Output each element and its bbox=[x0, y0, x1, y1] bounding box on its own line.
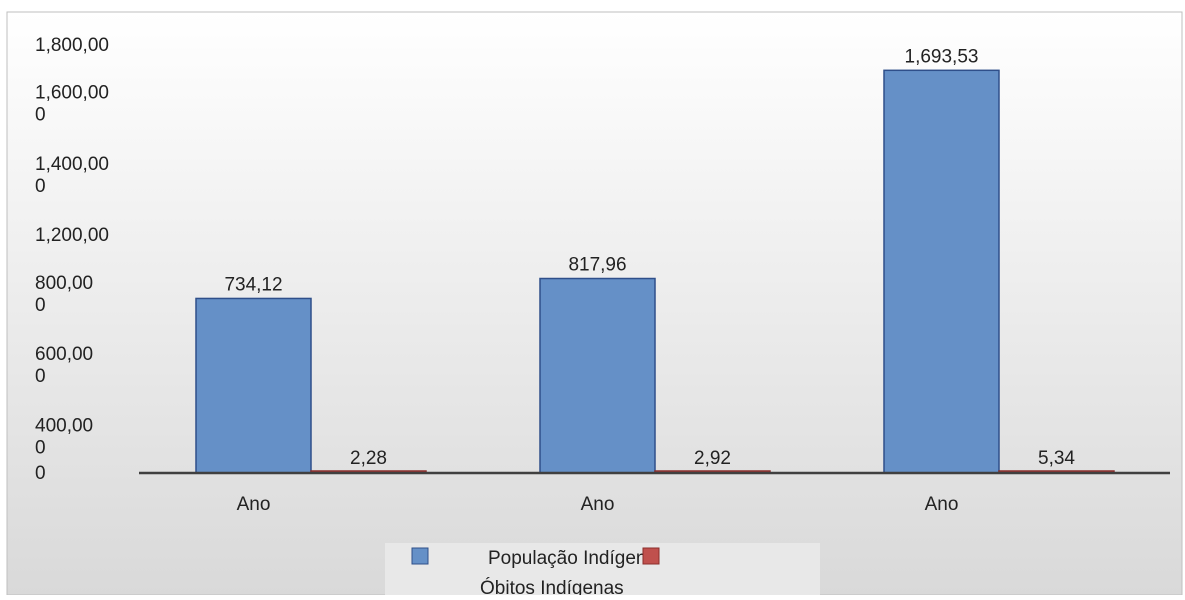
legend-swatch-obitos bbox=[642, 547, 660, 565]
legend-label-populacao: População Indígena bbox=[488, 548, 657, 569]
legend-box bbox=[385, 543, 820, 595]
y-tick-label-6: 1,600,00 0 bbox=[35, 83, 109, 126]
y-tick-label-1: 400,00 0 bbox=[35, 415, 93, 458]
legend: População Indígena Óbitos Indígenas bbox=[385, 543, 820, 599]
legend-label-obitos: Óbitos Indígenas bbox=[480, 577, 624, 595]
legend-swatch-populacao bbox=[411, 547, 429, 565]
y-tick-label-0: 0 bbox=[35, 463, 46, 484]
bar-populacao-0 bbox=[195, 297, 312, 474]
y-tick-label-7: 1,800,00 bbox=[35, 35, 109, 56]
data-label-obitos-1: 2,92 bbox=[694, 448, 731, 469]
data-label-obitos-2: 5,34 bbox=[1038, 448, 1075, 469]
x-tick-label-0: Ano bbox=[237, 494, 271, 515]
data-label-populacao-1: 817,96 bbox=[568, 255, 626, 276]
data-label-obitos-0: 2,28 bbox=[350, 448, 387, 469]
bar-populacao-2 bbox=[883, 69, 1000, 474]
data-label-populacao-0: 734,12 bbox=[224, 274, 282, 295]
bars-group bbox=[195, 69, 1115, 474]
x-tick-label-1: Ano bbox=[581, 494, 615, 515]
y-tick-label-5: 1,400,00 0 bbox=[35, 154, 109, 197]
x-axis-tick-labels: Ano Ano Ano bbox=[237, 494, 959, 515]
y-tick-label-2: 600,00 0 bbox=[35, 344, 93, 387]
y-tick-label-4: 1,200,00 bbox=[35, 225, 109, 246]
y-axis-tick-labels: 0 400,00 0 600,00 0 800,00 0 1,200,00 1,400,00 0 1… bbox=[35, 35, 109, 484]
bar-populacao-1 bbox=[539, 277, 656, 474]
data-label-populacao-2: 1,693,53 bbox=[905, 46, 979, 67]
data-labels-group: 734,12 817,96 1,693,53 2,28 2,92 5,34 bbox=[224, 46, 1075, 469]
y-tick-label-3: 800,00 0 bbox=[35, 273, 93, 316]
x-tick-label-2: Ano bbox=[925, 494, 959, 515]
